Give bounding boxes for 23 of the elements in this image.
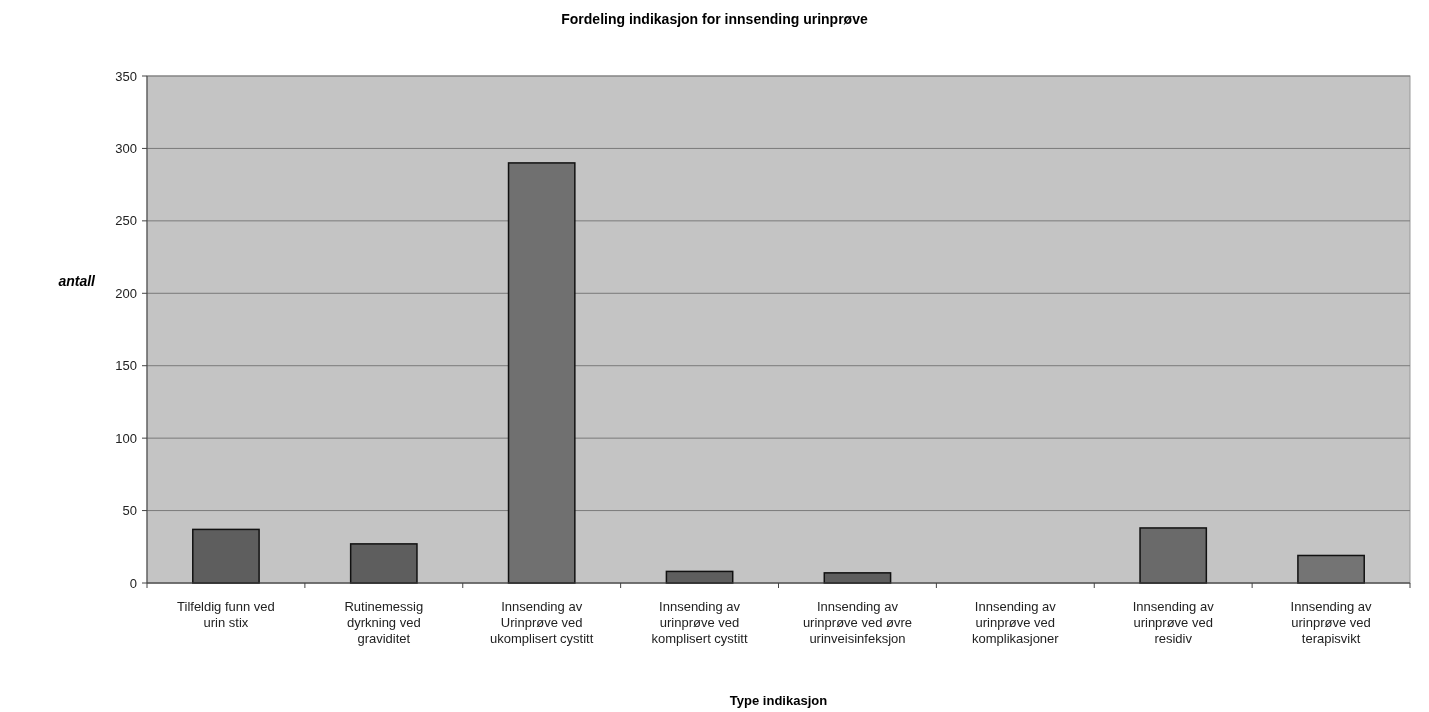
x-tick-label: Rutinemessig dyrkning ved graviditet [344,599,424,646]
x-tick-label: Innsending av urinprøve ved residiv [1132,599,1215,646]
y-tick-label: 100 [115,430,137,446]
bar [192,528,260,584]
bar [1297,554,1365,584]
x-tick-label: Innsending av urinprøve ved terapisvikt [1290,599,1373,646]
y-tick-label: 50 [122,503,137,519]
x-tick-label: Innsending av urinprøve ved komplisert cystitt [651,599,748,646]
x-tick-label: Innsending av urinprøve ved øvre urinveisinfeksjon [802,599,912,646]
y-tick-label: 300 [115,140,137,156]
chart-title: Fordeling indikasjon for innsending urinprøve [561,11,868,27]
y-tick-label: 200 [115,285,137,301]
x-axis-title: Type indikasjon [729,693,828,708]
y-tick-label: 250 [115,213,137,229]
bar [1139,527,1208,584]
y-axis-title: antall [58,273,97,289]
x-tick-label: Innsending av Urinprøve ved ukomplisert cystitt [490,599,594,646]
bar [349,543,418,584]
y-tick-label: 350 [115,68,137,84]
x-tick-label: Tilfeldig funn ved urin stix [177,599,275,630]
x-tick-label: Innsending av urinprøve ved komplikasjoner [971,599,1060,646]
y-tick-label: 0 [129,575,137,591]
y-tick-label: 150 [115,358,137,374]
